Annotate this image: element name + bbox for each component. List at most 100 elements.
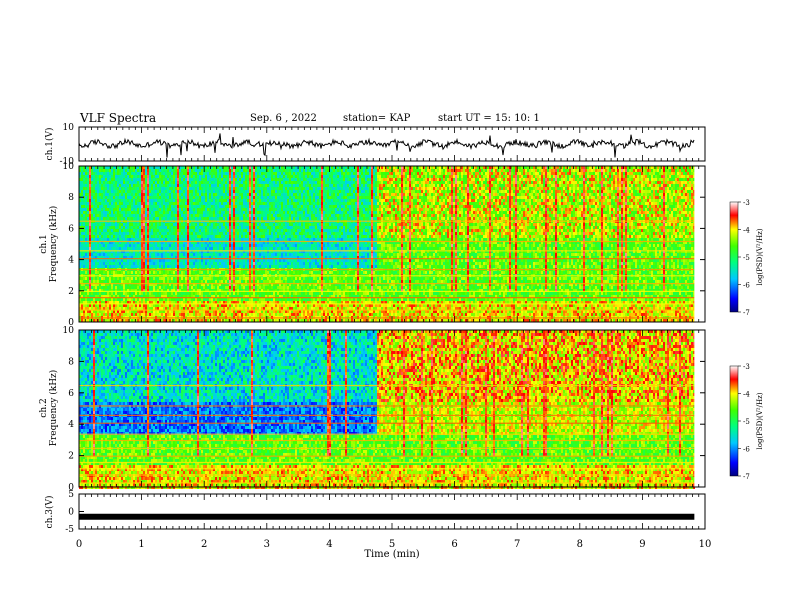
spectrogram-cell <box>267 280 269 283</box>
spectrogram-cell <box>195 271 197 274</box>
spectrogram-cell <box>121 253 123 256</box>
spectrogram-cell <box>85 196 87 199</box>
spectrogram-cell <box>121 205 123 208</box>
spectrogram-cell <box>133 211 135 214</box>
spectrogram-cell <box>155 265 157 268</box>
spectrogram-cell <box>133 214 135 217</box>
spectrogram-cell <box>159 196 161 199</box>
spectrogram-cell <box>213 196 215 199</box>
spectrogram-cell <box>117 211 119 214</box>
spectrogram-cell <box>219 286 221 289</box>
spectrogram-cell <box>233 277 235 280</box>
spectrogram-cell <box>107 313 109 316</box>
spectrogram-cell <box>219 253 221 256</box>
spectrogram-cell <box>91 184 93 187</box>
spectrogram-cell <box>223 292 225 295</box>
spectrogram-cell <box>167 175 169 178</box>
spectrogram-cell <box>239 217 241 220</box>
spectrogram-cell <box>213 181 215 184</box>
spectrogram-cell <box>213 202 215 205</box>
spectrogram-cell <box>171 181 173 184</box>
spectrogram-cell <box>263 244 265 247</box>
spectrogram-cell <box>89 169 91 172</box>
spectrogram-cell <box>169 235 171 238</box>
spectrogram-cell <box>195 298 197 301</box>
spectrogram-cell <box>259 229 261 232</box>
spectrogram-cell <box>221 199 223 202</box>
spectrogram-cell <box>265 280 267 283</box>
spectrogram-cell <box>183 232 185 235</box>
spectrogram-cell <box>177 193 179 196</box>
spectrogram-cell <box>153 202 155 205</box>
spectrogram-cell <box>251 262 253 265</box>
spectrogram-cell <box>159 229 161 232</box>
spectrogram-cell <box>185 169 187 172</box>
spectrogram-cell <box>133 229 135 232</box>
spectrogram-cell <box>149 217 151 220</box>
spectrogram-cell <box>249 223 251 226</box>
spectrogram-cell <box>173 187 175 190</box>
spectrogram-cell <box>85 199 87 202</box>
spectrogram-cell <box>183 262 185 265</box>
spectrogram-cell <box>209 172 211 175</box>
spectrogram-cell <box>91 265 93 268</box>
spectrogram-cell <box>243 223 245 226</box>
spectrogram-cell <box>129 187 131 190</box>
spectrogram-cell <box>147 235 149 238</box>
spectrogram-cell <box>257 235 259 238</box>
spectrogram-cell <box>153 226 155 229</box>
spectrogram-cell <box>255 208 257 211</box>
spectrogram-cell <box>183 175 185 178</box>
spectrogram-cell <box>103 214 105 217</box>
spectrogram-cell <box>111 244 113 247</box>
spectrogram-cell <box>137 244 139 247</box>
spectrogram-cell <box>215 280 217 283</box>
spectrogram-cell <box>119 205 121 208</box>
spectrogram-cell <box>95 178 97 181</box>
spectrogram-cell <box>197 178 199 181</box>
spectrogram-cell <box>221 193 223 196</box>
spectrogram-cell <box>221 172 223 175</box>
spectrogram-cell <box>221 298 223 301</box>
spectrogram-cell <box>233 247 235 250</box>
spectrogram-cell <box>107 223 109 226</box>
spectrogram-cell <box>95 313 97 316</box>
spectrogram-cell <box>249 211 251 214</box>
spectrogram-cell <box>131 172 133 175</box>
spectrogram-cell <box>139 205 141 208</box>
spectrogram-cell <box>141 238 143 241</box>
spectrogram-cell <box>241 262 243 265</box>
spectrogram-cell <box>147 229 149 232</box>
spectrogram-cell <box>265 211 267 214</box>
spectrogram-cell <box>145 184 147 187</box>
spectrogram-cell <box>105 235 107 238</box>
spectrogram-cell <box>213 262 215 265</box>
spectrogram-cell <box>87 211 89 214</box>
spectrogram-cell <box>203 175 205 178</box>
spectrogram-cell <box>93 175 95 178</box>
spectrogram-cell <box>253 175 255 178</box>
spectrogram-cell <box>243 226 245 229</box>
spectrogram-cell <box>151 271 153 274</box>
spectrogram-cell <box>209 298 211 301</box>
spectrogram-cell <box>185 184 187 187</box>
spectrogram-cell <box>195 265 197 268</box>
spectrogram-cell <box>249 187 251 190</box>
spectrogram-cell <box>155 169 157 172</box>
spectrogram-cell <box>229 247 231 250</box>
spectrogram-cell <box>259 172 261 175</box>
spectrogram-cell <box>105 208 107 211</box>
spectrogram-cell <box>215 169 217 172</box>
spectrogram-cell <box>163 211 165 214</box>
spectrogram-cell <box>251 214 253 217</box>
spectrogram-cell <box>237 244 239 247</box>
spectrogram-cell <box>263 190 265 193</box>
spectrogram-cell <box>171 205 173 208</box>
spectrogram-cell <box>195 235 197 238</box>
spectrogram-cell <box>195 181 197 184</box>
spectrogram-cell <box>149 298 151 301</box>
spectrogram-cell <box>241 292 243 295</box>
spectrogram-cell <box>173 286 175 289</box>
spectrogram-cell <box>175 292 177 295</box>
spectrogram-cell <box>165 223 167 226</box>
